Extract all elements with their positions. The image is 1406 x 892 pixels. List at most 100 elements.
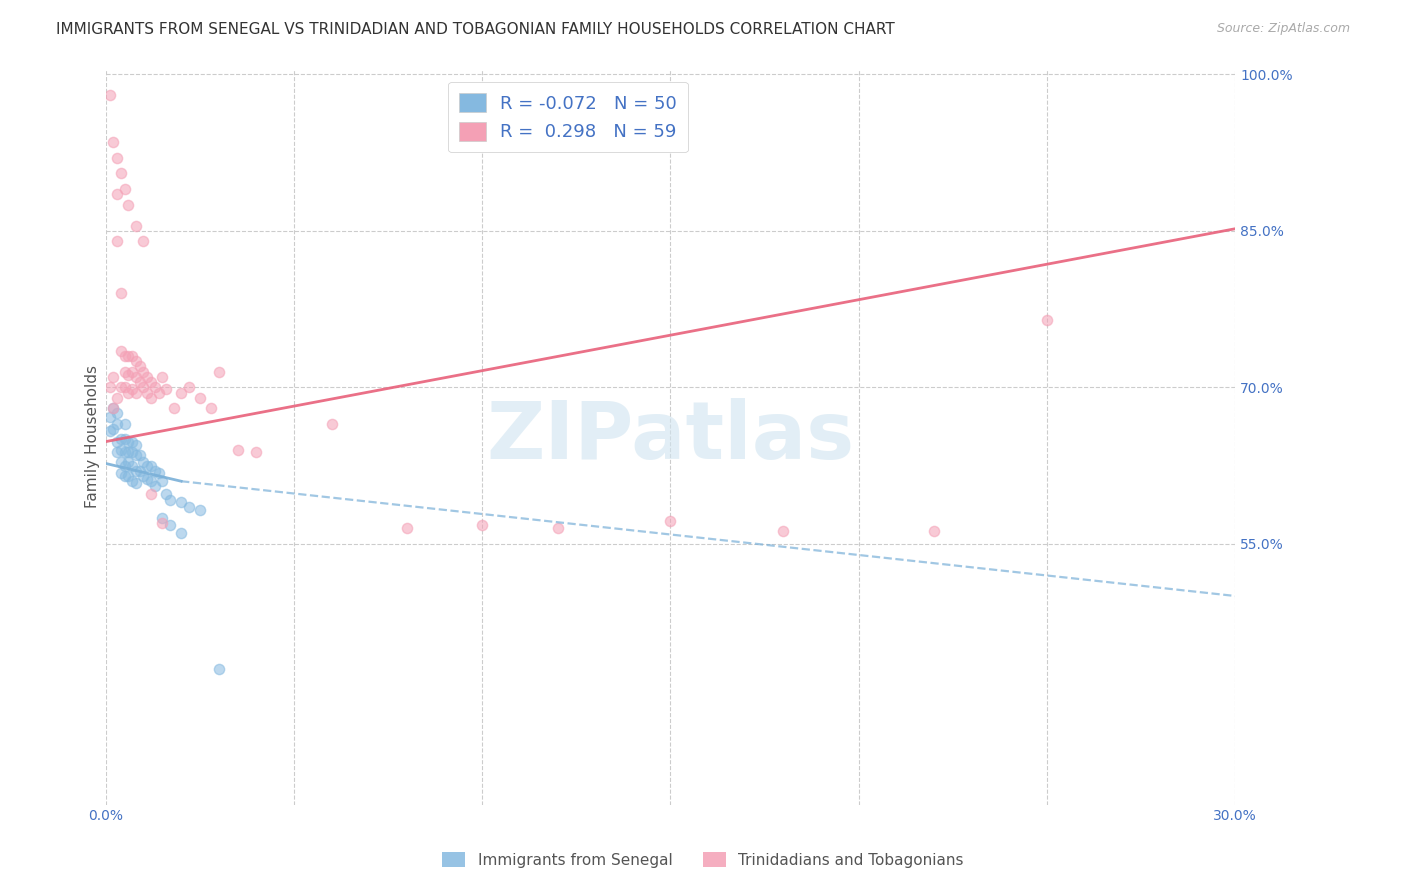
Point <box>208 365 231 379</box>
Point <box>114 182 136 196</box>
Point <box>128 464 150 478</box>
Point <box>110 286 132 301</box>
Point <box>125 370 148 384</box>
Point <box>121 365 143 379</box>
Point <box>98 88 121 103</box>
Point <box>143 464 166 478</box>
Point <box>117 445 139 459</box>
Point <box>177 500 200 515</box>
Point <box>143 380 166 394</box>
Point <box>139 375 162 389</box>
Point <box>1036 312 1059 326</box>
Point <box>105 391 128 405</box>
Point <box>105 187 128 202</box>
Point <box>114 380 136 394</box>
Point <box>110 466 132 480</box>
Point <box>148 385 170 400</box>
Point <box>110 455 132 469</box>
Point <box>547 521 569 535</box>
Point <box>98 380 121 394</box>
Point <box>121 349 143 363</box>
Point <box>170 385 193 400</box>
Point <box>125 476 148 491</box>
Point <box>162 401 184 416</box>
Y-axis label: Family Households: Family Households <box>86 366 100 508</box>
Point <box>150 510 173 524</box>
Point <box>155 487 177 501</box>
Point <box>125 354 148 368</box>
Point <box>110 433 132 447</box>
Point <box>139 487 162 501</box>
Point <box>105 151 128 165</box>
Point <box>125 448 148 462</box>
Point <box>114 445 136 459</box>
Text: IMMIGRANTS FROM SENEGAL VS TRINIDADIAN AND TOBAGONIAN FAMILY HOUSEHOLDS CORRELAT: IMMIGRANTS FROM SENEGAL VS TRINIDADIAN A… <box>56 22 896 37</box>
Point <box>114 417 136 431</box>
Point <box>117 349 139 363</box>
Point <box>110 442 132 457</box>
Point <box>117 434 139 449</box>
Point <box>200 401 222 416</box>
Point <box>117 469 139 483</box>
Point <box>114 458 136 473</box>
Legend: Immigrants from Senegal, Trinidadians and Tobagonians: Immigrants from Senegal, Trinidadians an… <box>436 846 970 873</box>
Point <box>114 365 136 379</box>
Point <box>103 401 125 416</box>
Point <box>136 458 159 473</box>
Point <box>105 417 128 431</box>
Point <box>114 469 136 483</box>
Point <box>659 514 682 528</box>
Point <box>321 417 343 431</box>
Point <box>117 198 139 212</box>
Point <box>105 406 128 420</box>
Point <box>170 526 193 541</box>
Point <box>159 518 181 533</box>
Point <box>139 474 162 488</box>
Point <box>922 524 945 539</box>
Point <box>150 370 173 384</box>
Point <box>226 442 249 457</box>
Point <box>128 448 150 462</box>
Point <box>136 370 159 384</box>
Point <box>395 521 418 535</box>
Point <box>772 524 794 539</box>
Point <box>132 469 155 483</box>
Point <box>139 391 162 405</box>
Point <box>98 409 121 424</box>
Point <box>110 380 132 394</box>
Point <box>125 219 148 233</box>
Point <box>208 662 231 676</box>
Point <box>132 455 155 469</box>
Point <box>98 424 121 438</box>
Point <box>150 516 173 530</box>
Point <box>125 385 148 400</box>
Point <box>136 385 159 400</box>
Point <box>114 433 136 447</box>
Point <box>103 135 125 149</box>
Text: ZIPatlas: ZIPatlas <box>486 398 855 476</box>
Point <box>121 434 143 449</box>
Point <box>139 458 162 473</box>
Point <box>132 380 155 394</box>
Point <box>132 365 155 379</box>
Point <box>128 359 150 374</box>
Point <box>188 391 211 405</box>
Point <box>125 464 148 478</box>
Legend: R = -0.072   N = 50, R =  0.298   N = 59: R = -0.072 N = 50, R = 0.298 N = 59 <box>449 82 688 153</box>
Point <box>128 375 150 389</box>
Point <box>143 479 166 493</box>
Point <box>170 495 193 509</box>
Point <box>103 370 125 384</box>
Text: Source: ZipAtlas.com: Source: ZipAtlas.com <box>1216 22 1350 36</box>
Point <box>155 383 177 397</box>
Point <box>121 458 143 473</box>
Point <box>105 234 128 248</box>
Point <box>103 422 125 436</box>
Point <box>121 445 143 459</box>
Point <box>188 503 211 517</box>
Point <box>117 368 139 382</box>
Point <box>159 493 181 508</box>
Point <box>110 343 132 358</box>
Point <box>105 445 128 459</box>
Point <box>136 472 159 486</box>
